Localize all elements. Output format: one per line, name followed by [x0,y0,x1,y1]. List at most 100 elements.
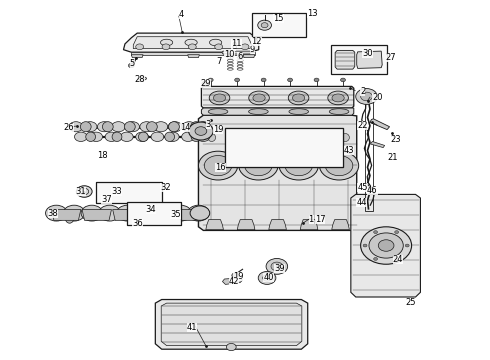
Text: 40: 40 [263,274,274,282]
Text: 4: 4 [179,10,184,19]
Circle shape [241,44,249,50]
Text: 36: 36 [132,220,143,229]
Ellipse shape [191,132,201,141]
Ellipse shape [288,91,309,105]
Text: 45: 45 [357,183,368,192]
Polygon shape [160,204,177,220]
Circle shape [74,132,87,141]
Text: 33: 33 [111,187,122,196]
Circle shape [152,205,174,221]
Text: 30: 30 [362,49,373,58]
Text: 46: 46 [367,186,378,195]
Text: 41: 41 [187,323,197,332]
Bar [225,128,343,167]
Polygon shape [51,210,81,220]
Circle shape [224,53,229,57]
Text: 27: 27 [386,53,396,62]
Circle shape [245,156,272,176]
Polygon shape [131,55,143,58]
Circle shape [341,78,345,82]
Circle shape [90,132,102,141]
Ellipse shape [210,39,221,46]
Circle shape [261,23,268,28]
Text: 19: 19 [233,272,244,281]
Ellipse shape [169,122,179,132]
Bar [225,128,343,167]
Circle shape [166,132,179,141]
Ellipse shape [241,134,249,141]
Circle shape [63,205,85,221]
Text: 43: 43 [343,146,354,155]
Polygon shape [131,52,255,55]
Polygon shape [222,278,243,284]
Ellipse shape [249,91,270,105]
Polygon shape [332,220,349,230]
Ellipse shape [293,94,305,102]
Ellipse shape [342,134,349,141]
Text: 25: 25 [405,298,416,307]
Circle shape [258,271,276,284]
Circle shape [99,205,121,221]
Polygon shape [188,55,199,58]
Text: 21: 21 [388,153,398,162]
Circle shape [374,231,378,234]
Ellipse shape [253,94,265,102]
Text: 22: 22 [357,121,368,130]
Circle shape [356,89,377,104]
Text: 32: 32 [160,184,171,193]
Circle shape [81,205,103,221]
Text: 19: 19 [213,125,223,134]
Circle shape [69,122,83,132]
Circle shape [279,151,318,180]
Text: 17: 17 [315,215,325,224]
Circle shape [195,127,207,135]
Polygon shape [335,50,355,69]
Circle shape [140,122,153,132]
Text: 11: 11 [231,40,242,49]
Circle shape [117,205,138,221]
Polygon shape [243,55,255,58]
Polygon shape [237,220,255,230]
Polygon shape [161,303,302,346]
Text: 20: 20 [372,93,383,102]
Circle shape [229,158,234,161]
Text: 6: 6 [238,53,243,62]
Polygon shape [174,210,203,220]
Text: 23: 23 [391,135,401,144]
Ellipse shape [65,212,74,223]
Circle shape [374,257,377,260]
Polygon shape [201,86,354,108]
Ellipse shape [138,77,147,80]
Bar [127,202,181,225]
Ellipse shape [124,122,135,132]
Polygon shape [143,210,173,220]
Circle shape [197,132,210,141]
Text: 12: 12 [251,37,262,46]
Circle shape [196,122,210,132]
Circle shape [208,78,213,82]
Ellipse shape [102,122,113,132]
Polygon shape [201,108,354,115]
Text: 13: 13 [307,9,318,18]
Ellipse shape [138,132,148,141]
Circle shape [405,244,409,247]
Circle shape [204,156,232,176]
Circle shape [361,92,372,101]
Circle shape [363,244,367,247]
Polygon shape [123,33,259,52]
Text: 26: 26 [63,123,74,132]
Polygon shape [222,51,251,54]
Circle shape [198,151,238,180]
Text: 42: 42 [229,277,240,286]
Polygon shape [357,51,382,68]
Circle shape [136,44,144,50]
Ellipse shape [308,134,316,141]
Ellipse shape [209,91,230,105]
Circle shape [319,151,359,180]
Circle shape [285,156,313,176]
Ellipse shape [289,109,309,114]
Circle shape [135,190,145,197]
Circle shape [361,227,412,264]
Ellipse shape [191,122,201,132]
Circle shape [283,142,297,152]
